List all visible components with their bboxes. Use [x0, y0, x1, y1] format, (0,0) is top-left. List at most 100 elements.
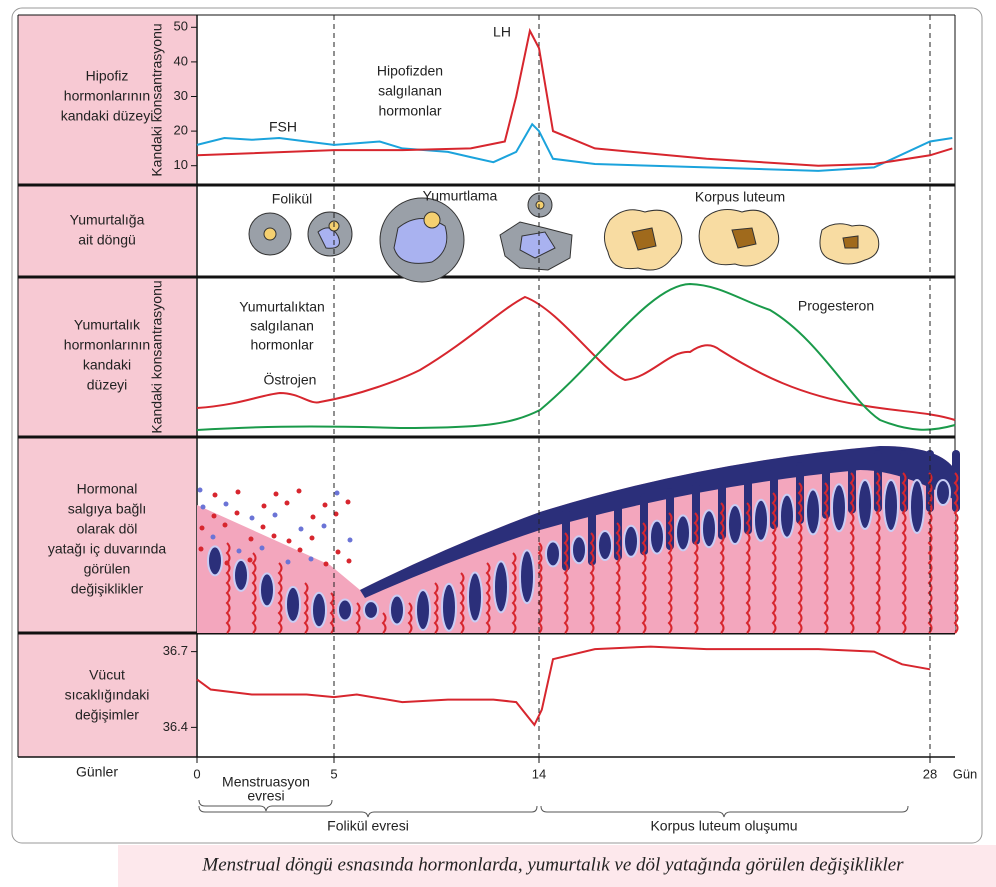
gland — [441, 582, 457, 632]
days-unit: Gün — [953, 766, 978, 781]
day-tick-label: 0 — [193, 766, 200, 781]
gland — [363, 600, 379, 620]
shed-tissue — [197, 487, 203, 493]
shed-tissue — [345, 499, 351, 505]
shed-tissue — [308, 556, 314, 562]
gland — [857, 479, 873, 530]
label-line: Hormonal — [77, 481, 138, 497]
gland — [337, 598, 353, 622]
shed-tissue — [273, 491, 279, 497]
shed-tissue — [236, 548, 242, 554]
gland — [883, 479, 899, 532]
shed-tissue — [234, 510, 240, 516]
artery — [745, 502, 751, 634]
gland — [259, 572, 275, 608]
label-line: hormonlar — [250, 337, 313, 353]
shed-tissue — [284, 500, 290, 506]
shed-tissue — [222, 522, 228, 528]
gland — [753, 498, 769, 542]
label-line: salgılanan — [250, 318, 314, 334]
label-line: düzeyi — [87, 377, 127, 393]
artery — [225, 542, 231, 634]
y-tick-label: 10 — [174, 157, 188, 172]
artery — [303, 582, 309, 634]
gland — [389, 594, 405, 626]
shed-tissue — [271, 533, 277, 539]
gland — [909, 479, 925, 534]
label-line: görülen — [84, 561, 131, 577]
estrogen-curve — [196, 295, 956, 421]
label-line: Menstruasyon — [222, 774, 310, 790]
label-line: Hipofizden — [377, 63, 443, 79]
data-line — [196, 27, 953, 167]
gland — [233, 558, 249, 592]
label-line: kandaki — [83, 357, 131, 373]
y-tick-label: 20 — [174, 123, 188, 138]
shed-tissue — [297, 547, 303, 553]
gland — [285, 585, 301, 623]
shed-tissue — [259, 545, 265, 551]
y-axis-label: Kandaki konsantrasyonu — [149, 23, 165, 176]
shed-tissue — [212, 492, 218, 498]
artery — [511, 552, 517, 634]
label-line: değişimler — [75, 707, 139, 723]
shed-tissue — [333, 511, 339, 517]
label-line: kandaki düzeyi — [61, 108, 154, 124]
artery — [771, 492, 777, 634]
gland — [519, 549, 535, 605]
label-line: hormonlarının — [64, 337, 150, 353]
gland — [727, 504, 743, 545]
artery — [953, 472, 959, 634]
shed-tissue — [211, 513, 217, 519]
shed-tissue — [249, 515, 255, 521]
estrogen-label: Östrojen — [264, 371, 317, 388]
gland — [571, 535, 587, 565]
gland — [467, 571, 483, 623]
label-line: Yumurtalıktan — [239, 299, 325, 315]
artery — [797, 482, 803, 634]
gland — [831, 483, 847, 533]
gland — [311, 591, 327, 629]
artery — [537, 542, 543, 634]
shed-tissue — [224, 560, 230, 566]
shed-tissue — [261, 503, 267, 509]
gland — [675, 514, 691, 552]
shed-tissue — [309, 535, 315, 541]
shed-tissue — [248, 536, 254, 542]
artery — [563, 532, 569, 634]
artery — [927, 472, 933, 634]
shed-tissue — [235, 489, 241, 495]
ovary-label: Korpus luteum — [695, 189, 785, 205]
y-tick-label: 50 — [174, 19, 188, 34]
artery — [407, 602, 413, 634]
artery — [667, 512, 673, 634]
gland — [207, 545, 223, 577]
label-line: olarak döl — [77, 521, 138, 537]
day-tick-label: 28 — [923, 766, 937, 781]
artery — [485, 562, 491, 634]
shed-tissue — [347, 537, 353, 543]
shed-tissue — [272, 512, 278, 518]
label-line: salgılanan — [378, 83, 442, 99]
gland — [623, 524, 639, 558]
label-line: ait döngü — [78, 232, 136, 248]
label-line: Yumurtalık — [74, 317, 141, 333]
label-line: Hipofiz — [86, 68, 129, 84]
ovary-label: Yumurtlama — [423, 188, 498, 204]
shed-tissue — [247, 557, 253, 563]
y-tick-label: 40 — [174, 53, 188, 68]
shed-tissue — [285, 559, 291, 565]
days-label: Günler — [76, 764, 118, 780]
gland — [415, 588, 431, 632]
day-tick-label: 14 — [532, 766, 546, 781]
gland — [649, 519, 665, 555]
data-line — [196, 645, 931, 727]
shed-tissue — [323, 561, 329, 567]
day-tick-label: 5 — [330, 766, 337, 781]
shed-tissue — [198, 546, 204, 552]
shed-tissue — [223, 501, 229, 507]
artery — [459, 572, 465, 634]
ovary-label: Folikül — [272, 191, 312, 207]
shed-tissue — [210, 534, 216, 540]
